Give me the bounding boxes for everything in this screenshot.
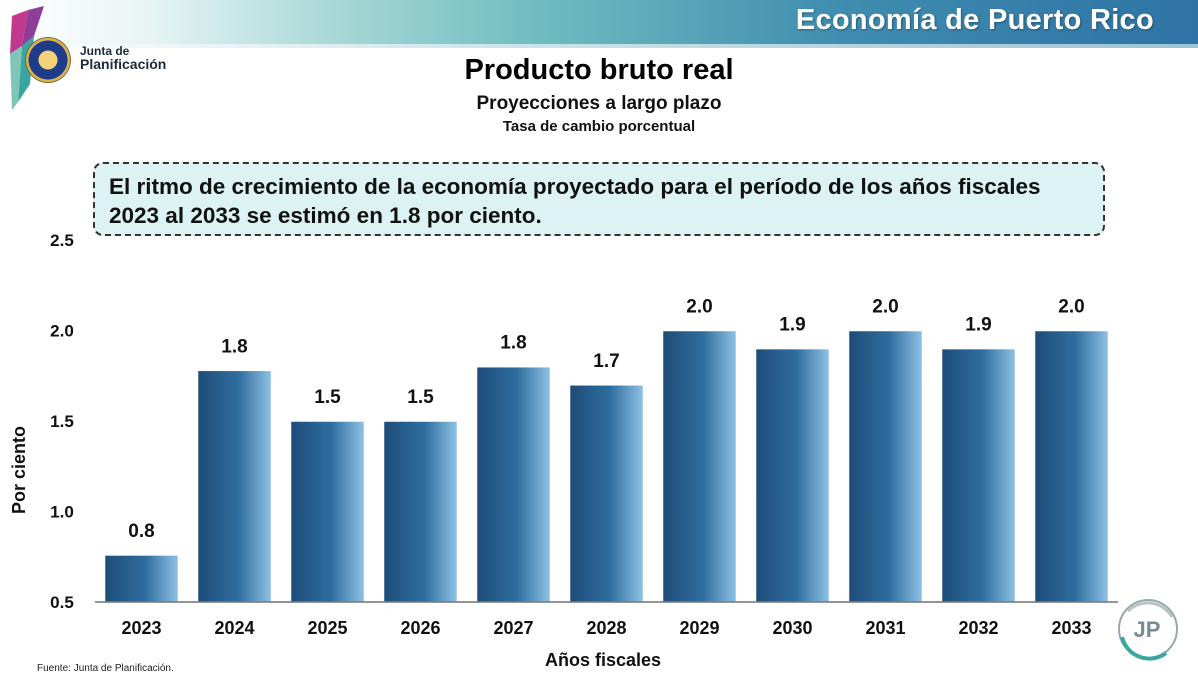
jp-logo-icon: JP xyxy=(1118,599,1178,661)
y-tick-label: 2.0 xyxy=(50,322,74,341)
data-label: 1.9 xyxy=(965,315,991,336)
source-note: Fuente: Junta de Planificación. xyxy=(37,663,174,674)
header-title: Economía de Puerto Rico xyxy=(795,4,1154,36)
x-tick-label: 2031 xyxy=(865,618,905,638)
callout-box: El ritmo de crecimiento de la economía p… xyxy=(93,162,1105,236)
data-label: 1.8 xyxy=(221,336,247,357)
y-tick-label: 1.5 xyxy=(50,412,74,431)
bar xyxy=(289,420,366,603)
bar xyxy=(754,347,831,603)
x-tick-label: 2028 xyxy=(586,618,626,638)
x-tick-label: 2033 xyxy=(1051,618,1091,638)
data-label: 1.7 xyxy=(593,351,619,372)
bar xyxy=(382,420,459,603)
bar xyxy=(1033,329,1110,603)
data-label: 1.5 xyxy=(314,387,341,408)
seal-icon xyxy=(26,38,70,82)
data-label: 2.0 xyxy=(1058,297,1084,318)
x-tick-label: 2032 xyxy=(958,618,998,638)
data-label: 0.8 xyxy=(128,521,154,542)
logo-text-planificacion: Planificación xyxy=(80,56,167,72)
data-label: 2.0 xyxy=(686,297,712,318)
data-label: 1.9 xyxy=(779,315,805,336)
y-tick-label: 2.5 xyxy=(50,231,74,250)
bar xyxy=(196,369,273,603)
logo-text-junta: Junta de xyxy=(80,44,130,58)
x-tick-label: 2024 xyxy=(214,618,254,638)
bar xyxy=(568,384,645,603)
data-label: 2.0 xyxy=(872,297,898,318)
header-band-shadow xyxy=(0,44,1198,48)
bar xyxy=(940,347,1017,603)
bar xyxy=(475,365,552,603)
page-title: Producto bruto real xyxy=(464,54,734,86)
data-label: 1.5 xyxy=(407,387,434,408)
bar xyxy=(661,329,738,603)
page-subtitle: Proyecciones a largo plazo xyxy=(476,93,722,114)
callout-text: El ritmo de crecimiento de la economía p… xyxy=(109,174,1041,228)
header-band xyxy=(0,0,1198,44)
x-tick-label: 2026 xyxy=(400,618,440,638)
y-tick-label: 0.5 xyxy=(50,593,74,612)
x-tick-label: 2030 xyxy=(772,618,812,638)
jp-logo-text: JP xyxy=(1134,617,1161,642)
y-axis-title: Por ciento xyxy=(9,426,29,514)
bar xyxy=(103,554,180,603)
page-subsubtitle: Tasa de cambio porcentual xyxy=(502,118,696,135)
x-tick-label: 2025 xyxy=(307,618,347,638)
x-tick-label: 2029 xyxy=(679,618,719,638)
bar xyxy=(847,329,924,603)
x-tick-label: 2027 xyxy=(493,618,533,638)
x-axis-title: Años fiscales xyxy=(545,650,661,670)
x-tick-label: 2023 xyxy=(121,618,161,638)
data-label: 1.8 xyxy=(500,333,526,354)
y-tick-label: 1.0 xyxy=(50,503,74,522)
